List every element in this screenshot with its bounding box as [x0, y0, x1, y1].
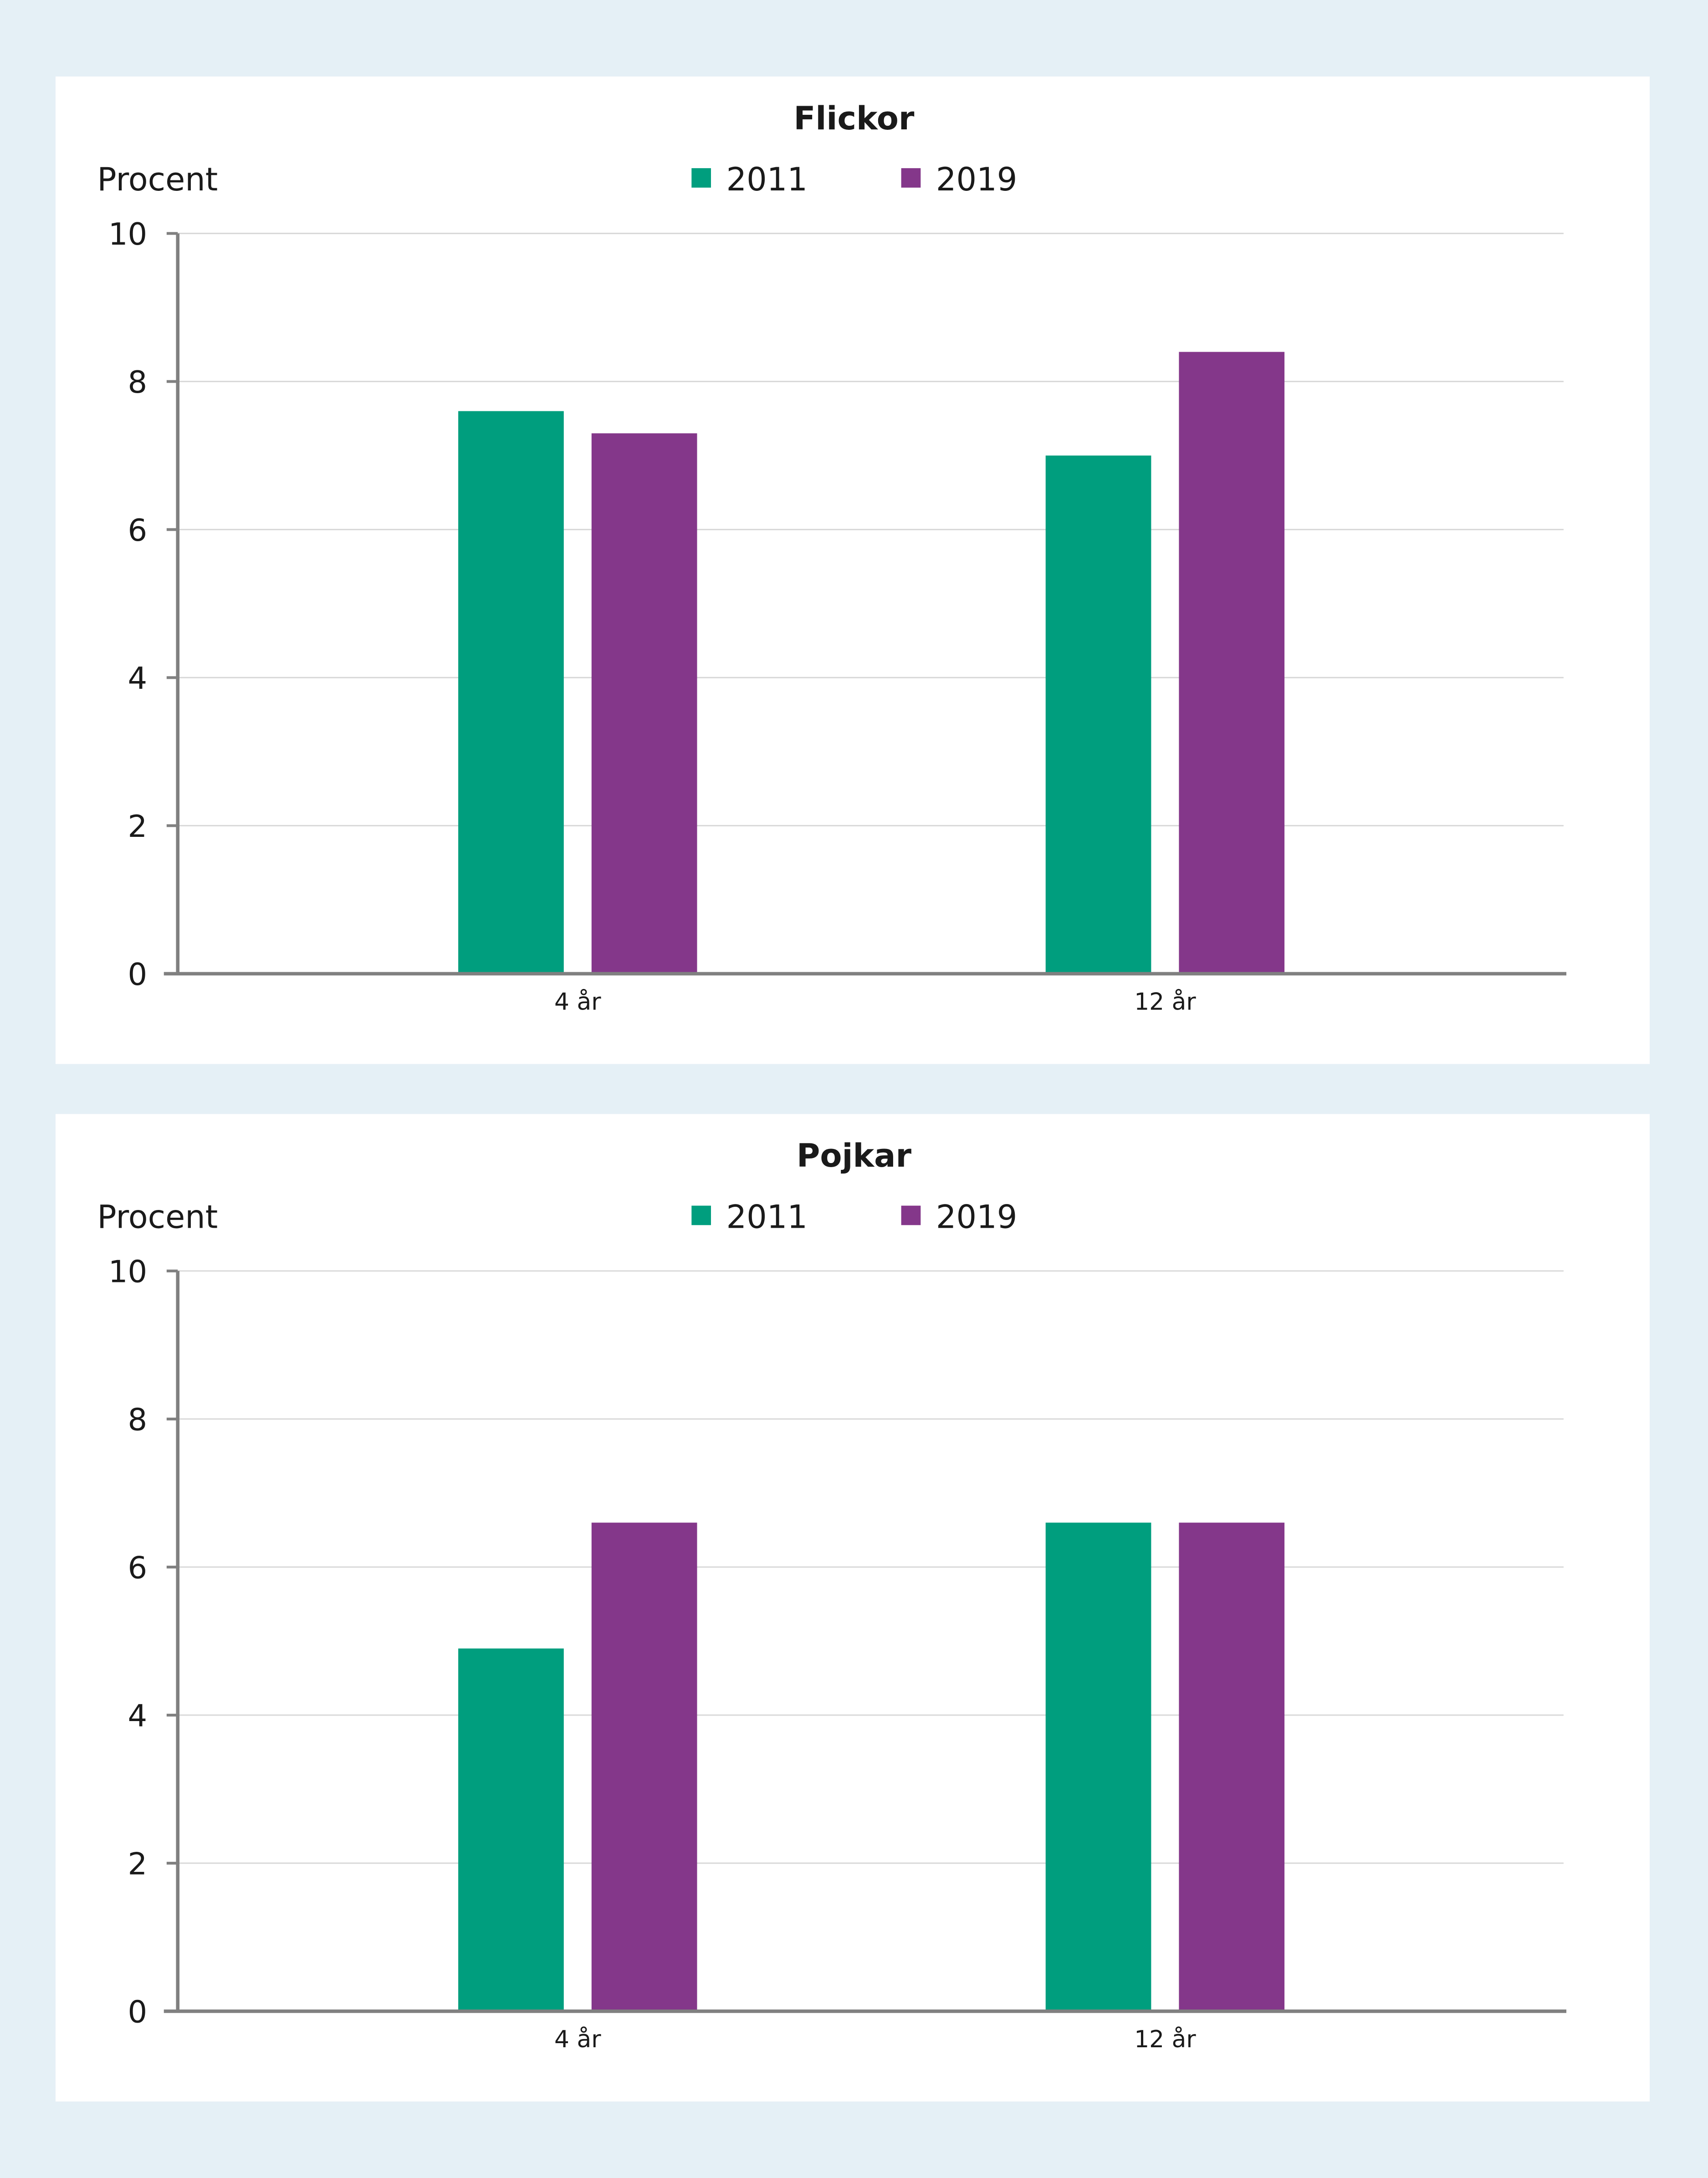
- legend-swatch-2019: [901, 1205, 921, 1225]
- legend-label-2019: 2019: [936, 1198, 1017, 1235]
- y-tick-label: 6: [128, 1550, 147, 1585]
- legend-label-2011: 2011: [726, 161, 808, 198]
- bar-2011-0: [458, 1648, 564, 2011]
- y-tick-label: 10: [108, 216, 147, 252]
- legend-label-2011: 2011: [726, 1198, 808, 1235]
- bar-2011-1: [1045, 1522, 1151, 2011]
- chart-panel-flickor: Flickor Procent 2011 2019 0 2 4 6 8 10 4 år 12 år: [55, 76, 1650, 1064]
- x-tick-label: 4 år: [554, 2026, 601, 2053]
- legend-swatch-2011: [691, 1205, 711, 1225]
- x-tick-label: 12 år: [1134, 2026, 1196, 2053]
- y-tick-label: 0: [128, 1994, 147, 2029]
- chart-title: Flickor: [794, 100, 915, 137]
- panel-background: [55, 76, 1650, 1064]
- y-tick-label: 8: [128, 1402, 147, 1437]
- x-tick-label: 12 år: [1134, 989, 1196, 1016]
- y-tick-label: 0: [128, 957, 147, 992]
- legend-swatch-2011: [691, 168, 711, 188]
- y-tick-label: 6: [128, 512, 147, 548]
- x-tick-label: 4 år: [554, 989, 601, 1016]
- panel-background: [55, 1114, 1650, 2102]
- y-tick-label: 8: [128, 364, 147, 400]
- bar-2019-0: [591, 433, 697, 974]
- bar-2011-1: [1045, 455, 1151, 974]
- bar-2011-0: [458, 411, 564, 974]
- bar-2019-1: [1179, 352, 1285, 974]
- y-tick-label: 4: [128, 661, 147, 696]
- y-tick-label: 2: [128, 1846, 147, 1881]
- y-axis-label: Procent: [97, 161, 218, 198]
- y-axis-label: Procent: [97, 1198, 218, 1235]
- bar-2019-0: [591, 1522, 697, 2011]
- legend-swatch-2019: [901, 168, 921, 188]
- y-tick-label: 10: [108, 1254, 147, 1289]
- y-tick-label: 2: [128, 809, 147, 844]
- chart-panel-pojkar: Pojkar Procent 2011 2019 0 2 4 6 8 10 4 år 12 år: [55, 1114, 1650, 2102]
- legend-label-2019: 2019: [936, 161, 1017, 198]
- chart-title: Pojkar: [797, 1137, 912, 1174]
- y-tick-label: 4: [128, 1698, 147, 1733]
- bar-2019-1: [1179, 1522, 1285, 2011]
